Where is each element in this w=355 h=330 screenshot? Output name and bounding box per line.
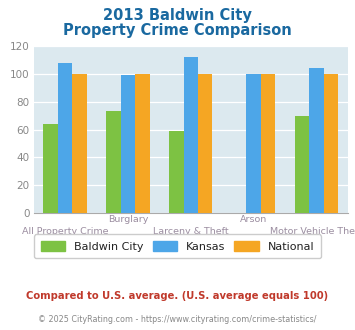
Text: Burglary: Burglary: [108, 215, 148, 224]
Bar: [198, 74, 213, 213]
Bar: [121, 75, 135, 213]
Text: All Property Crime: All Property Crime: [22, 227, 108, 236]
Text: Compared to U.S. average. (U.S. average equals 100): Compared to U.S. average. (U.S. average …: [26, 291, 329, 301]
Bar: [58, 63, 72, 213]
Bar: [309, 68, 324, 213]
Text: © 2025 CityRating.com - https://www.cityrating.com/crime-statistics/: © 2025 CityRating.com - https://www.city…: [38, 315, 317, 324]
Text: 2013 Baldwin City: 2013 Baldwin City: [103, 8, 252, 23]
Bar: [169, 131, 184, 213]
Bar: [324, 74, 338, 213]
Bar: [246, 74, 261, 213]
Bar: [184, 57, 198, 213]
Text: Property Crime Comparison: Property Crime Comparison: [63, 23, 292, 38]
Bar: [72, 74, 87, 213]
Bar: [135, 74, 150, 213]
Bar: [106, 112, 121, 213]
Text: Arson: Arson: [240, 215, 267, 224]
Bar: [261, 74, 275, 213]
Text: Larceny & Theft: Larceny & Theft: [153, 227, 229, 236]
Text: Motor Vehicle Theft: Motor Vehicle Theft: [271, 227, 355, 236]
Legend: Baldwin City, Kansas, National: Baldwin City, Kansas, National: [34, 234, 321, 258]
Bar: [295, 115, 309, 213]
Bar: [43, 124, 58, 213]
